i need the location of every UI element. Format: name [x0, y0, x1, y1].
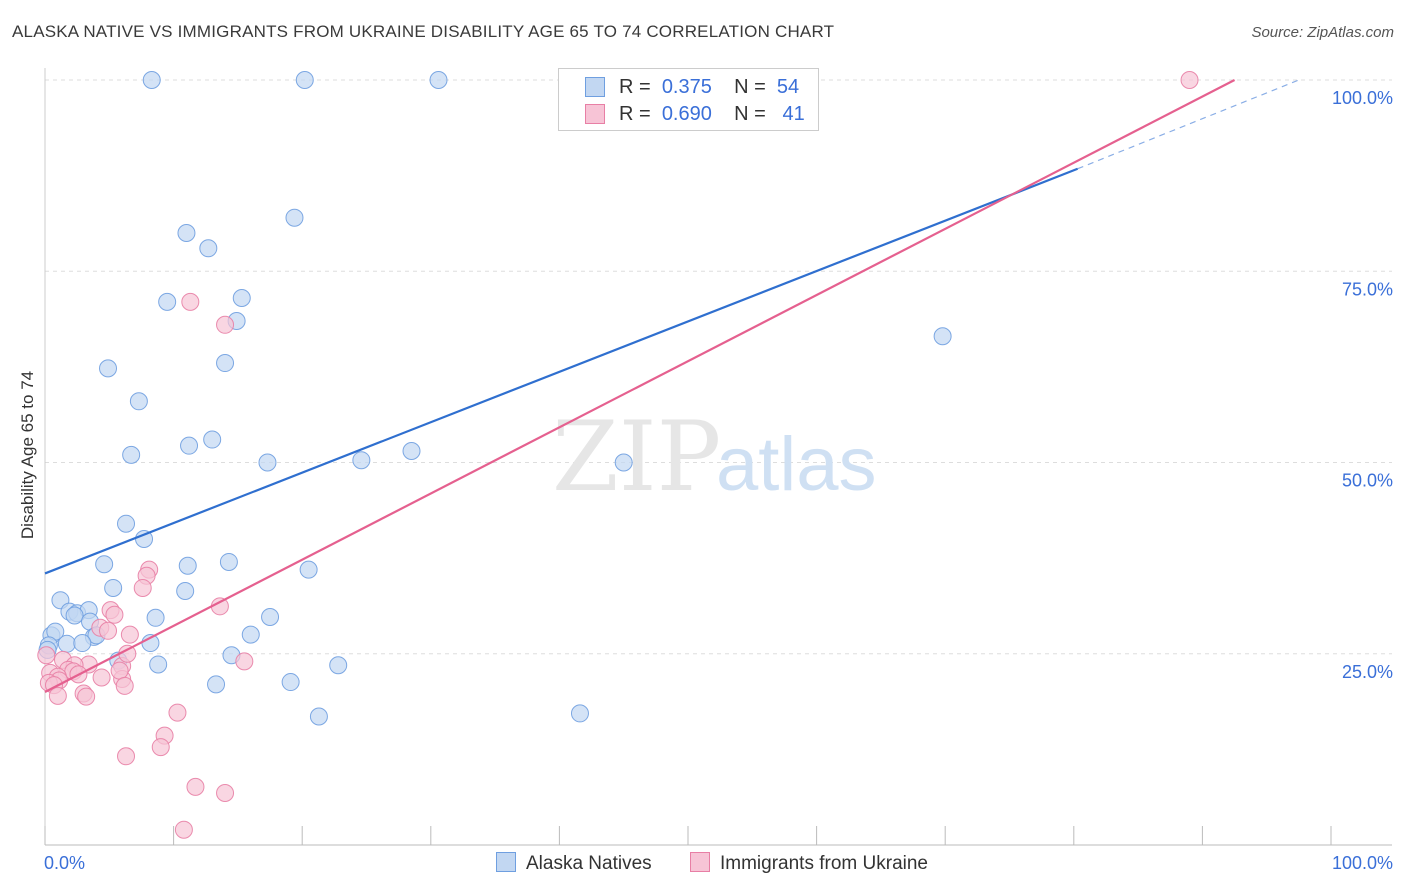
- point-alaska-2: [429, 71, 448, 89]
- point-ukraine-40: [37, 646, 56, 665]
- point-alaska-3: [146, 608, 165, 627]
- bottom-legend-alaska: Alaska Natives: [496, 852, 652, 875]
- y-tick-label-75: 75.0%: [1342, 279, 1393, 299]
- point-alaska-49: [329, 656, 348, 675]
- point-ukraine-5: [133, 578, 152, 597]
- point-alaska-26: [104, 578, 123, 597]
- point-alaska-25: [299, 560, 318, 579]
- axes: [44, 68, 1392, 846]
- point-alaska-10: [216, 354, 235, 373]
- point-alaska-17: [352, 451, 371, 470]
- legend-r-ukraine: 0.690: [661, 103, 712, 125]
- point-alaska-19: [614, 453, 633, 472]
- point-ukraine-10: [99, 621, 118, 640]
- point-alaska-15: [122, 445, 141, 464]
- y-tick-label-100: 100.0%: [1332, 88, 1393, 108]
- point-ukraine-2: [216, 315, 235, 334]
- legend-text-alaska: R = 0.375 N = 54: [619, 76, 800, 98]
- point-alaska-13: [180, 436, 199, 455]
- point-ukraine-6: [210, 597, 229, 616]
- legend: R = 0.375 N = 54 R = 0.690 N = 41: [558, 68, 819, 131]
- point-alaska-4: [285, 208, 304, 227]
- gridlines: [45, 79, 1392, 655]
- point-alaska-51: [570, 704, 589, 723]
- point-alaska-20: [117, 514, 136, 533]
- watermark-atlas: atlas: [716, 422, 877, 507]
- watermark-zip: ZIP: [552, 401, 721, 513]
- point-alaska-8: [232, 289, 251, 308]
- source-label: Source: ZipAtlas.com: [1251, 24, 1394, 41]
- point-alaska-7: [158, 292, 177, 311]
- point-alaska-48: [281, 673, 300, 692]
- point-ukraine-8: [105, 605, 124, 624]
- point-ukraine-21: [92, 668, 111, 687]
- point-alaska-16: [258, 453, 277, 472]
- point-alaska-14: [203, 430, 222, 449]
- point-alaska-18: [402, 442, 421, 461]
- trendline-alaska-extension: [1077, 79, 1300, 170]
- legend-swatch-ukraine: [585, 104, 605, 124]
- x-tick-label-max: 100.0%: [1332, 853, 1393, 873]
- y-axis-label: Disability Age 65 to 74: [18, 370, 37, 540]
- point-ukraine-29: [48, 686, 67, 705]
- point-ukraine-0: [1180, 71, 1199, 89]
- legend-text-ukraine: R = 0.690 N = 41: [619, 103, 805, 125]
- point-alaska-34: [261, 608, 280, 627]
- point-alaska-40: [57, 634, 76, 653]
- point-alaska-5: [177, 224, 196, 242]
- legend-r-alaska: 0.375: [661, 76, 712, 98]
- point-ukraine-38: [216, 783, 235, 802]
- point-alaska-43: [241, 625, 260, 644]
- y-tick-label-25: 25.0%: [1342, 662, 1393, 682]
- point-alaska-27: [176, 582, 195, 601]
- point-ukraine-23: [110, 661, 129, 680]
- bottom-legend-swatch-alaska: [496, 852, 516, 872]
- point-ukraine-1: [181, 292, 200, 311]
- point-ukraine-27: [115, 676, 134, 695]
- point-alaska-52: [933, 327, 952, 346]
- point-alaska-32: [65, 606, 84, 625]
- point-alaska-11: [99, 359, 118, 378]
- watermark: ZIP atlas: [552, 401, 877, 513]
- point-ukraine-30: [77, 687, 96, 706]
- point-ukraine-36: [117, 747, 136, 766]
- point-alaska-50: [309, 707, 328, 726]
- point-alaska-0: [142, 71, 161, 89]
- trendline-alaska: [44, 167, 1079, 575]
- point-alaska-6: [199, 239, 218, 258]
- point-alaska-1: [295, 71, 314, 89]
- point-alaska-22: [95, 555, 114, 574]
- trend-lines: [44, 79, 1300, 693]
- point-ukraine-31: [235, 652, 254, 671]
- point-alaska-24: [219, 552, 238, 571]
- legend-swatch-alaska: [585, 77, 605, 97]
- bottom-legend-swatch-ukraine: [690, 852, 710, 872]
- bottom-legend-label-alaska: Alaska Natives: [526, 853, 652, 874]
- point-ukraine-11: [120, 625, 139, 644]
- trendline-ukraine: [44, 79, 1236, 693]
- point-alaska-12: [129, 392, 148, 411]
- point-alaska-46: [149, 655, 168, 674]
- point-ukraine-37: [186, 777, 205, 796]
- bottom-legend-ukraine: Immigrants from Ukraine: [690, 852, 928, 875]
- bottom-legend-label-ukraine: Immigrants from Ukraine: [720, 853, 928, 874]
- point-alaska-23: [178, 556, 197, 575]
- point-alaska-41: [73, 634, 92, 653]
- y-tick-label-50: 50.0%: [1342, 471, 1393, 491]
- point-ukraine-39: [174, 820, 193, 839]
- x-tick-label-min: 0.0%: [44, 853, 85, 873]
- point-alaska-47: [207, 675, 226, 694]
- point-ukraine-35: [151, 738, 170, 757]
- legend-n-ukraine: 41: [782, 103, 805, 125]
- chart-title: ALASKA NATIVE VS IMMIGRANTS FROM UKRAINE…: [12, 22, 835, 41]
- legend-n-alaska: 54: [776, 76, 800, 98]
- point-ukraine-33: [168, 703, 187, 722]
- tick-labels: 25.0% 50.0% 75.0% 100.0% 0.0% 100.0%: [44, 88, 1393, 873]
